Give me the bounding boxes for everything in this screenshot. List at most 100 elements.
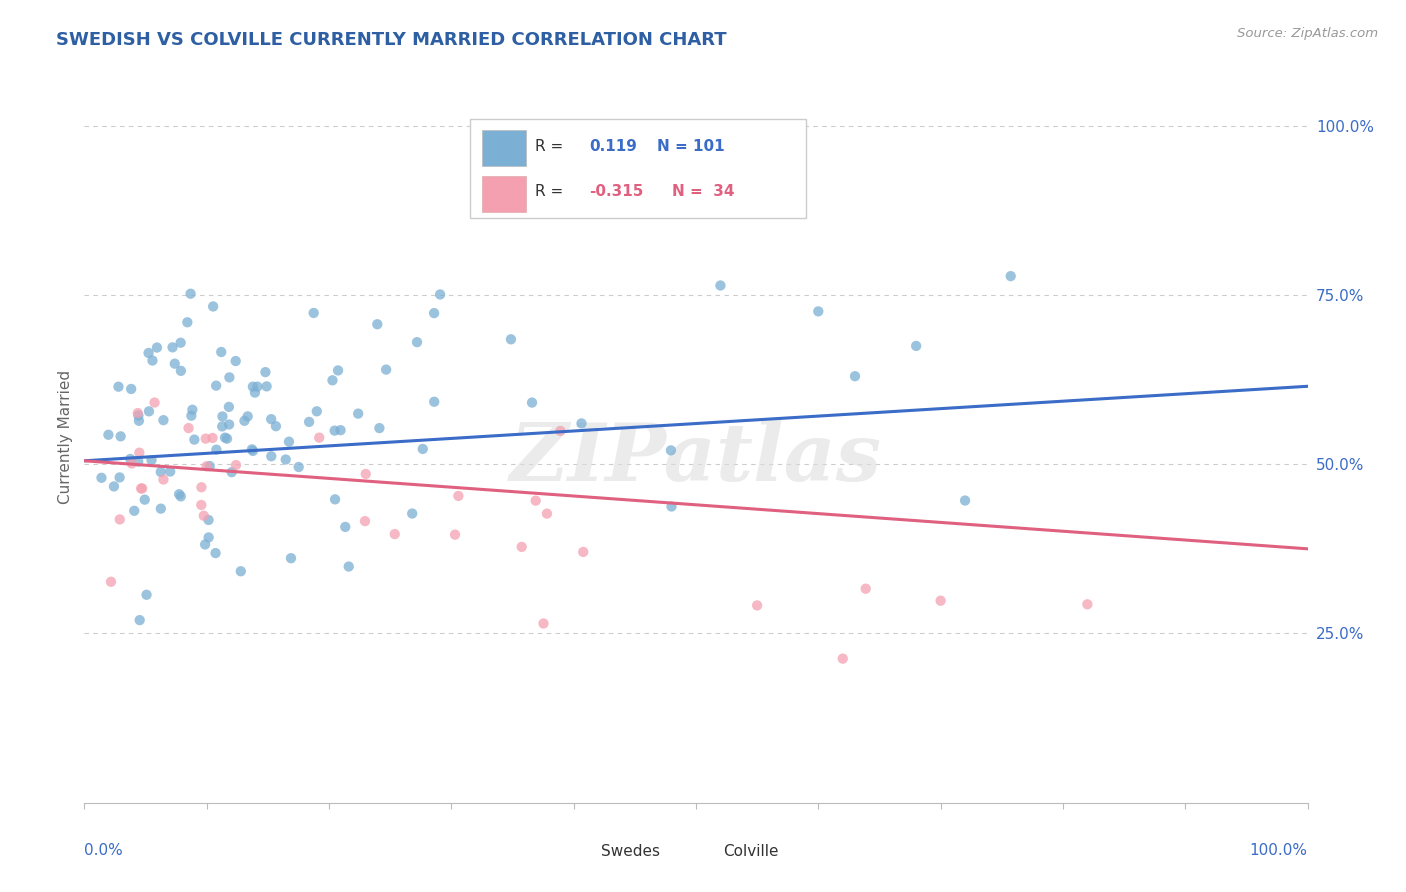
Text: ZIPatlas: ZIPatlas [510,420,882,498]
Point [305,404,328,418]
Point [194,432,217,446]
Point [571,417,593,431]
Point [429,287,451,301]
Point [354,514,377,528]
Point [659,443,682,458]
Point [221,465,243,479]
Text: R =: R = [534,185,562,200]
Point [211,419,233,434]
Point [260,449,283,463]
Point [278,434,301,449]
Point [533,616,555,631]
Point [211,409,233,424]
FancyBboxPatch shape [567,840,596,862]
Point [163,357,186,371]
Point [524,493,547,508]
Point [1000,269,1022,284]
Point [218,417,240,432]
Point [246,379,269,393]
Point [510,540,533,554]
Point [225,354,247,368]
Point [337,559,360,574]
Point [401,507,423,521]
Point [134,492,156,507]
Point [302,306,325,320]
Text: 100.0%: 100.0% [1250,843,1308,858]
Point [120,452,142,467]
Point [141,453,163,467]
Point [146,341,169,355]
Point [138,404,160,418]
Point [375,362,398,376]
Point [308,431,330,445]
Point [254,365,277,379]
Point [177,421,200,435]
Point [855,582,877,596]
Point [256,379,278,393]
Point [550,424,572,438]
Point [138,346,160,360]
Point [204,546,226,560]
Text: Source: ZipAtlas.com: Source: ZipAtlas.com [1237,27,1378,40]
Point [326,363,349,377]
Point [195,459,218,474]
Point [215,432,238,446]
Point [152,413,174,427]
Point [243,385,266,400]
Point [129,482,152,496]
Point [110,429,132,443]
Point [107,380,129,394]
Point [127,409,149,423]
Point [929,593,952,607]
Point [197,530,219,544]
Point [131,482,153,496]
Point [190,480,212,494]
Point [905,339,928,353]
Point [499,332,522,346]
Point [747,599,769,613]
Point [323,424,346,438]
Point [108,512,131,526]
FancyBboxPatch shape [470,119,806,218]
Text: N =  34: N = 34 [672,185,734,200]
Point [242,444,264,458]
Point [274,452,297,467]
Point [127,454,149,468]
Point [233,414,256,428]
Point [205,378,228,392]
Point [159,465,181,479]
Point [90,471,112,485]
Point [366,318,388,332]
Y-axis label: Currently Married: Currently Married [58,370,73,504]
Point [128,414,150,428]
Point [423,394,446,409]
Text: -0.315: -0.315 [589,185,644,200]
Point [384,527,406,541]
Point [169,335,191,350]
Point [149,465,172,479]
Point [242,379,264,393]
Point [127,406,149,420]
Text: 0.0%: 0.0% [84,843,124,858]
Point [298,415,321,429]
Point [100,574,122,589]
Point [128,446,150,460]
Point [412,442,434,456]
Point [183,433,205,447]
Text: R =: R = [534,139,562,154]
Point [167,487,190,501]
Point [149,501,172,516]
Point [108,470,131,484]
Point [536,507,558,521]
Point [661,500,683,514]
Point [572,545,595,559]
Point [152,473,174,487]
Text: SWEDISH VS COLVILLE CURRENTLY MARRIED CORRELATION CHART: SWEDISH VS COLVILLE CURRENTLY MARRIED CO… [56,31,727,49]
Point [97,427,120,442]
Point [218,400,240,414]
Text: 0.119: 0.119 [589,139,637,154]
Point [406,335,429,350]
Point [953,493,976,508]
Point [198,459,221,474]
Point [170,364,193,378]
